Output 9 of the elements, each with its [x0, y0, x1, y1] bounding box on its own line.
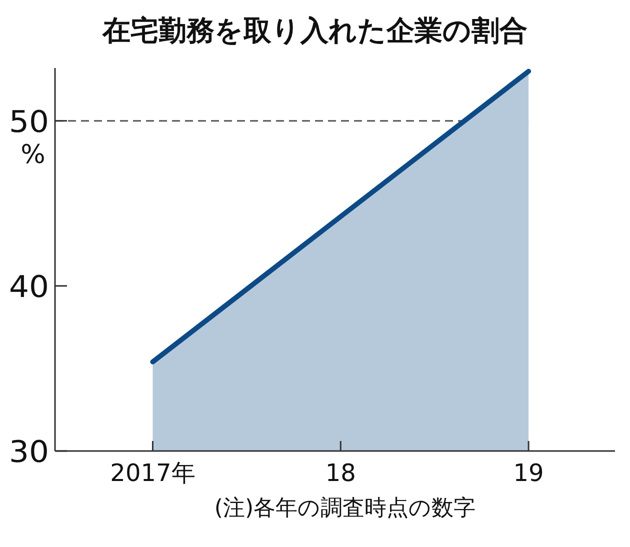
- y-tick-label: 30: [9, 435, 49, 470]
- chart-title: 在宅勤務を取り入れた企業の割合: [102, 14, 528, 47]
- y-tick-label: 50: [9, 104, 49, 140]
- text: (注)各年の調査時点の数字: [214, 496, 476, 521]
- x-tick-label: 2017年: [110, 459, 196, 487]
- y-axis-title: %: [20, 140, 46, 170]
- x-tick-label: 19: [513, 459, 544, 487]
- x-tick-label: 18: [325, 459, 356, 487]
- y-tick-label: 40: [9, 270, 49, 305]
